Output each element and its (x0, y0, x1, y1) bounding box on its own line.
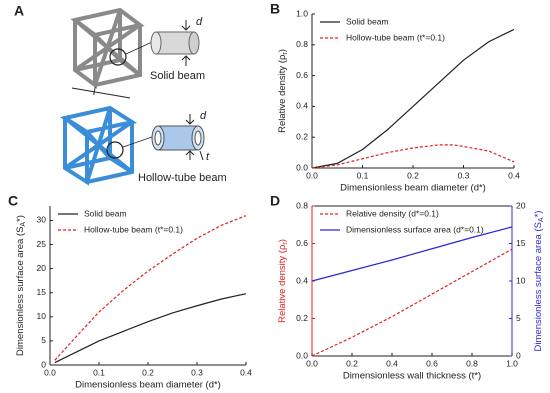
series-line (311, 248, 513, 357)
label-part: *) (533, 211, 544, 218)
label-part: r (282, 52, 289, 55)
y-tick-label: 0.2 (296, 313, 308, 323)
x-tick-label: 0.6 (426, 358, 438, 368)
y-tick-label: 10 (37, 311, 47, 321)
series-line (311, 28, 515, 169)
y2-tick-label: 15 (516, 238, 526, 248)
y-tick-label: 0.0 (296, 350, 308, 360)
label-d: d (200, 110, 207, 122)
legend-label: Solid beam (84, 208, 127, 218)
x-tick-label: 0.1 (93, 367, 105, 377)
panel-label: D (270, 193, 280, 209)
y-tick-label: 1.0 (296, 8, 308, 18)
y-tick-label: 0.4 (296, 275, 308, 285)
y-tick-label: 0 (41, 359, 46, 369)
panel-label: C (8, 193, 18, 209)
arrow (71, 87, 131, 99)
label-l: l (93, 86, 96, 98)
hollow-label: Hollow-tube beam (138, 172, 227, 184)
y-tick-label: 0.2 (296, 131, 308, 141)
panel-a: A d Solid beam l d t Hollow-tub (14, 3, 227, 186)
x-axis-label: Dimensionless beam diameter (d*) (340, 183, 486, 194)
magnifier (106, 141, 124, 159)
x-tick-label: 0.4 (386, 358, 398, 368)
panel-label: B (270, 1, 280, 17)
x-tick-label: 1.0 (506, 358, 518, 368)
y-axis-label: Relative density (ρr) (277, 49, 290, 133)
y-tick-label: 0.6 (296, 238, 308, 248)
magnifier (109, 48, 127, 66)
y2-tick-label: 5 (516, 313, 521, 323)
series-line (311, 226, 513, 282)
y-tick-label: 0.6 (296, 70, 308, 80)
x-tick-label: 0.1 (357, 170, 369, 180)
solid-label: Solid beam (150, 70, 205, 82)
y-tick-label: 15 (37, 287, 47, 297)
x-tick-label: 0.4 (240, 367, 252, 377)
y-tick-label: 0.8 (296, 200, 308, 210)
legend-label: Solid beam (346, 16, 389, 26)
legend-label: Dimensionless surface area (d*=0.1) (346, 224, 484, 234)
x-axis-label: Dimensionless beam diameter (d*) (75, 380, 221, 391)
label-part: Relative density (ρ (277, 244, 288, 323)
y-axis-label: Dimensionless surface area (SA*) (15, 215, 28, 356)
label-part: A (538, 217, 545, 222)
label-part: Relative density (ρ (277, 54, 288, 133)
x-tick-label: 0.2 (346, 358, 358, 368)
x-tick-label: 0.0 (44, 367, 56, 377)
pointer (125, 41, 153, 55)
x-tick-label: 0.0 (306, 170, 318, 180)
hollow-cylinder (151, 125, 205, 151)
y-tick-label: 5 (41, 335, 46, 345)
x-axis-label: Dimensionless wall thickness (t*) (343, 371, 481, 382)
series-line (311, 144, 515, 169)
x-tick-label: 0.3 (458, 170, 470, 180)
y2-tick-label: 0 (516, 350, 521, 360)
y-tick-label: 0.4 (296, 101, 308, 111)
hollow-lattice (59, 105, 138, 186)
label-part: *) (15, 215, 26, 222)
y-axis-label: Relative density (ρr) (277, 239, 290, 323)
x-tick-label: 0.8 (466, 358, 478, 368)
y-axis-label: Dimensionless surface area (SA*) (533, 211, 546, 352)
label-part: A (20, 222, 27, 227)
y-tick-label: 30 (37, 215, 47, 225)
y2-tick-label: 20 (516, 200, 526, 210)
x-tick-label: 0.4 (508, 170, 520, 180)
solid-lattice (70, 7, 145, 89)
label-part: Dimensionless surface area (S (15, 227, 26, 356)
y-tick-label: 0.8 (296, 39, 308, 49)
y-tick-label: 20 (37, 263, 47, 273)
series-line (54, 215, 247, 361)
x-tick-label: 0.3 (191, 367, 203, 377)
y2-tick-label: 10 (516, 275, 526, 285)
solid-cylinder (150, 31, 200, 55)
label-part: r (282, 242, 289, 245)
label-t: t (206, 151, 210, 163)
legend-label: Hollow-tube beam (t*=0.1) (346, 32, 445, 42)
pointer (122, 136, 153, 148)
label-part: ) (277, 49, 288, 52)
panel-label: A (14, 3, 24, 19)
arrow (181, 20, 191, 66)
legend-label: Relative density (d*=0.1) (346, 208, 439, 218)
x-tick-label: 0.2 (407, 170, 419, 180)
series-line (54, 293, 247, 364)
y-tick-label: 0.0 (296, 162, 308, 172)
label-d: d (196, 16, 203, 28)
y-tick-label: 25 (37, 239, 47, 249)
x-tick-label: 0.0 (306, 358, 318, 368)
label-part: Dimensionless surface area (S (533, 222, 544, 351)
x-tick-label: 0.2 (142, 367, 154, 377)
legend-label: Hollow-tube beam (t*=0.1) (84, 224, 183, 234)
arrow (185, 114, 204, 161)
label-part: ) (277, 239, 288, 242)
